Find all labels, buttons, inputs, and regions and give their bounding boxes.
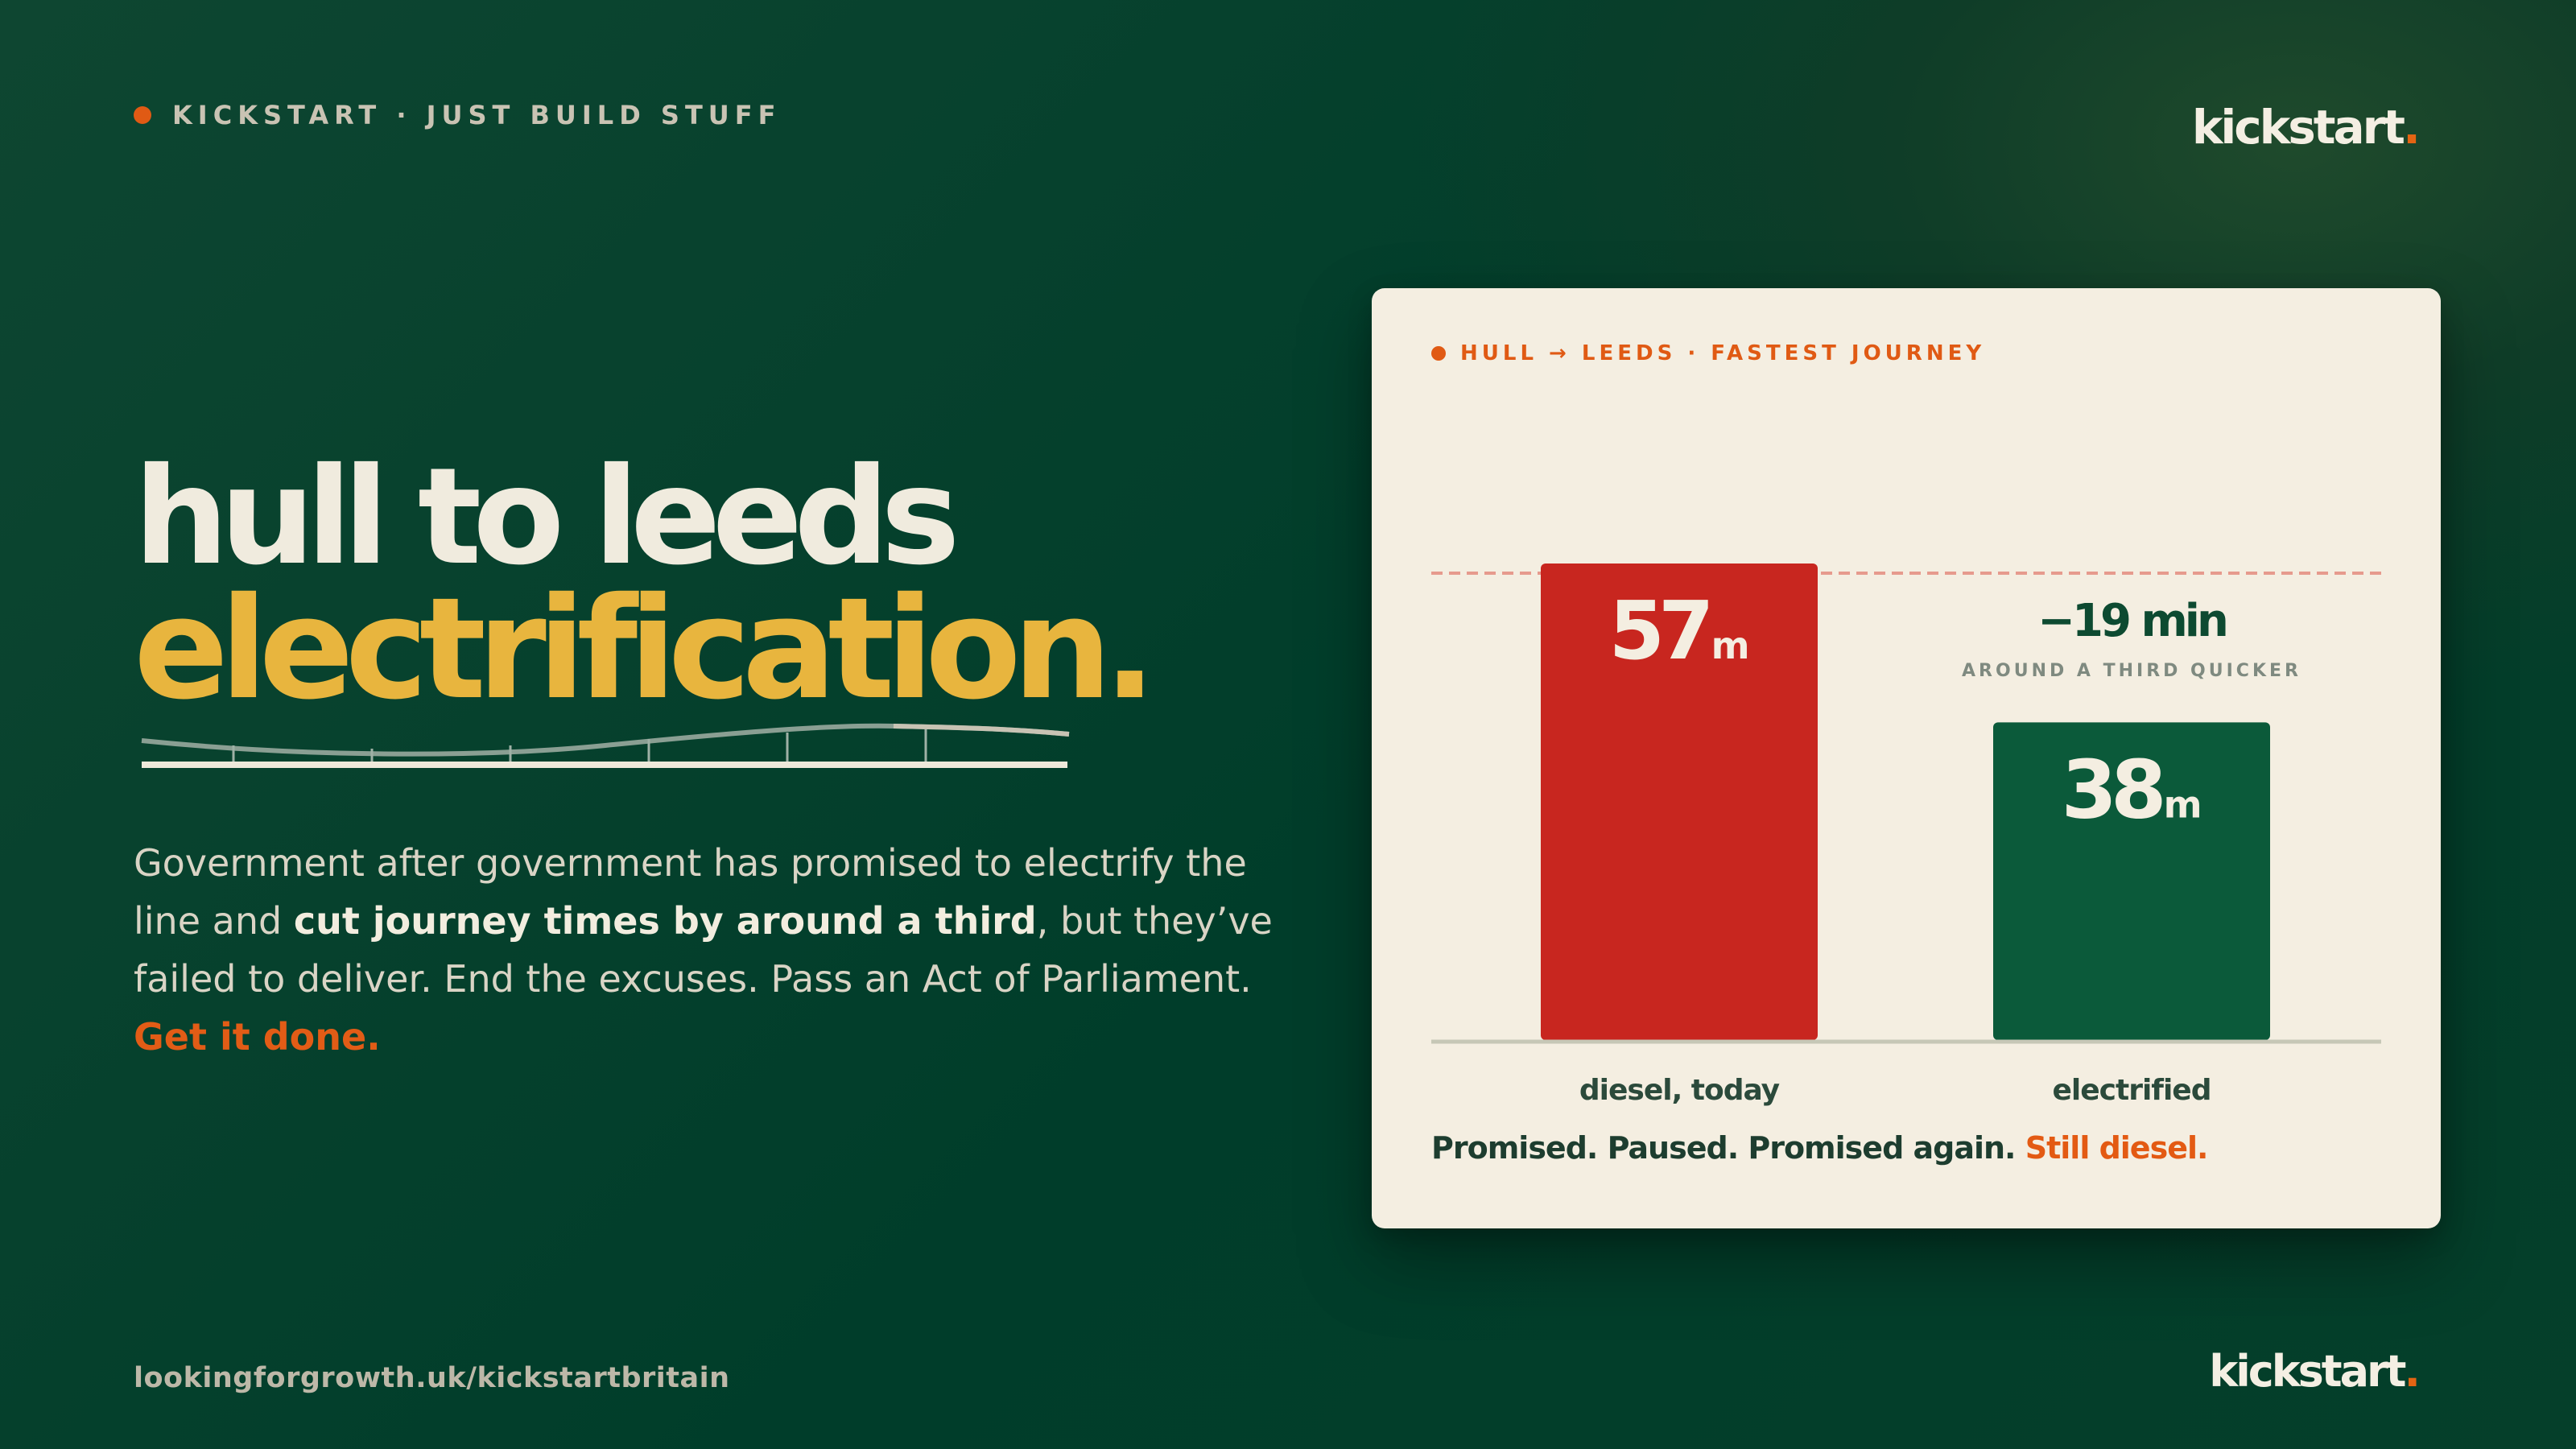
category-label: diesel, today: [1579, 1074, 1780, 1107]
body-part2: , but they’ve failed to deliver. End the…: [134, 899, 1273, 1001]
bar-value-label: 38m: [2061, 742, 2202, 836]
difference-subcaption: AROUND A THIRD QUICKER: [1962, 661, 2301, 681]
headline-line1: hull to leeds: [134, 440, 960, 595]
rail-track-graphic: [141, 723, 1070, 768]
brand-logo: kickstart.: [2191, 100, 2421, 155]
card-caption: Promised. Paused. Promised again. Still …: [1431, 1130, 2209, 1166]
footer-logo: kickstart.: [2209, 1346, 2421, 1397]
overhead-wire: [141, 723, 1070, 757]
logo-dot: .: [2402, 100, 2421, 155]
eyebrow-dot: [134, 106, 151, 124]
journey-chart-card: HULL → LEEDS · FASTEST JOURNEY 57m diesel…: [1372, 288, 2441, 1228]
eyebrow-label: KICKSTART · JUST BUILD STUFF: [172, 100, 782, 130]
headline-line2: electrification.: [134, 568, 1157, 731]
footer-logo-wordmark: kickstart: [2209, 1346, 2406, 1397]
bar-electrified: [1993, 722, 2270, 1040]
footer-logo-dot: .: [2404, 1346, 2420, 1397]
card-eyebrow-dot: [1431, 346, 1446, 361]
top-eyebrow: KICKSTART · JUST BUILD STUFF: [134, 100, 781, 130]
card-eyebrow: HULL → LEEDS · FASTEST JOURNEY: [1460, 341, 1986, 365]
difference-annotation: −19 min: [2037, 595, 2226, 647]
logo-wordmark: kickstart: [2191, 100, 2405, 155]
bar-diesel: [1541, 564, 1818, 1040]
body-part1: Government after government has promised…: [134, 841, 1247, 943]
body-emphasis: cut journey times by around a third: [293, 899, 1037, 943]
headline: hull to leeds electrification.: [134, 440, 1157, 731]
body-cta: Get it done.: [134, 1015, 381, 1059]
category-label: electrified: [2052, 1074, 2211, 1107]
caption-plain: Promised. Paused. Promised again.: [1431, 1130, 2025, 1166]
body-copy: Government after government has promised…: [134, 834, 1277, 1066]
caption-highlight: Still diesel.: [2025, 1130, 2209, 1166]
footer-url: lookingforgrowth.uk/kickstartbritain: [134, 1362, 730, 1394]
track-posts: [232, 729, 927, 762]
card-header: HULL → LEEDS · FASTEST JOURNEY: [1431, 341, 1985, 365]
